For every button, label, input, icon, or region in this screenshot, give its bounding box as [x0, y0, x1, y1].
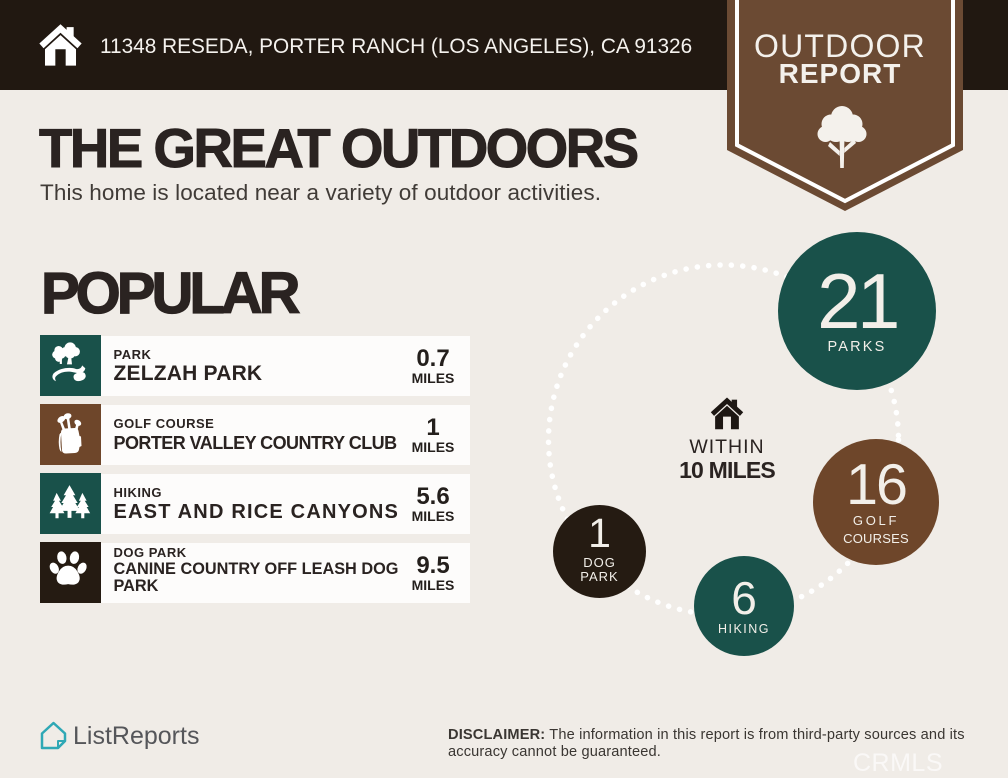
- svg-text:REPORT: REPORT: [779, 58, 902, 89]
- svg-text:OUTDOOR: OUTDOOR: [754, 28, 926, 64]
